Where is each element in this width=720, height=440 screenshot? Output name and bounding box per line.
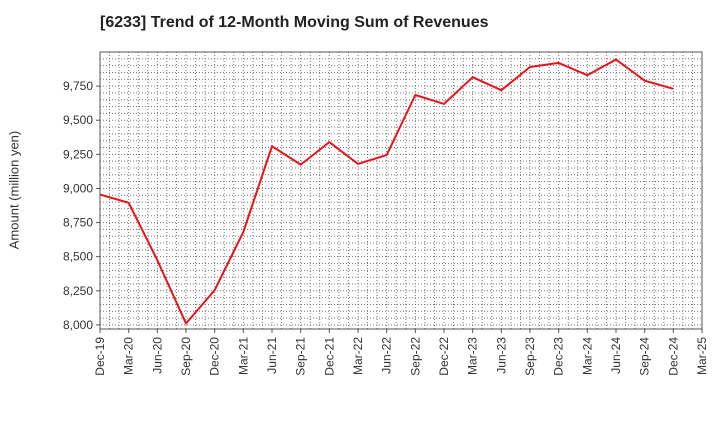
x-tick-label: Jun-22 [380, 337, 394, 374]
series-layer [99, 58, 674, 325]
x-axis-ticks: Dec-19 Mar-20 Jun-20 Sep-20 Dec-20 Mar-21 Jun-… [93, 329, 709, 376]
y-tick-label: 8,000 [63, 318, 93, 332]
x-tick-label: Mar-21 [236, 337, 250, 375]
x-tick-label: Sep-22 [408, 337, 422, 376]
x-tick-label: Sep-23 [523, 337, 537, 376]
x-tick-label: Jun-24 [609, 337, 623, 374]
x-tick-label: Dec-22 [437, 337, 451, 376]
y-tick-label: 8,750 [63, 216, 93, 230]
y-tick-label: 9,250 [63, 147, 93, 161]
x-tick-label: Dec-23 [552, 337, 566, 376]
series-line [99, 58, 674, 325]
y-tick-label: 9,000 [63, 181, 93, 195]
x-tick-label: Sep-24 [638, 337, 652, 376]
x-tick-label: Mar-23 [466, 337, 480, 375]
grid-lines [100, 52, 702, 329]
x-tick-label: Dec-21 [322, 337, 336, 376]
x-tick-label: Mar-24 [580, 337, 594, 375]
y-tick-label: 8,500 [63, 250, 93, 264]
x-tick-label: Jun-23 [494, 337, 508, 374]
x-tick-label: Jun-20 [150, 337, 164, 374]
x-tick-label: Mar-20 [122, 337, 136, 375]
x-tick-label: Jun-21 [265, 337, 279, 374]
x-tick-label: Sep-20 [179, 337, 193, 376]
x-tick-label: Mar-22 [351, 337, 365, 375]
y-tick-label: 9,750 [63, 79, 93, 93]
y-axis-ticks: 8,000 8,250 8,500 8,750 9,000 9,250 9,500 9,750 [63, 79, 100, 332]
plot-area-border [99, 51, 703, 330]
y-tick-label: 8,250 [63, 284, 93, 298]
x-tick-label: Sep-21 [294, 337, 308, 376]
y-tick-label: 9,500 [63, 113, 93, 127]
chart-title: [6233] Trend of 12-Month Moving Sum of R… [100, 14, 489, 31]
x-tick-label: Mar-25 [695, 337, 709, 375]
x-tick-label: Dec-19 [93, 337, 107, 376]
x-tick-label: Dec-24 [666, 337, 680, 376]
x-tick-label: Dec-20 [208, 337, 222, 376]
